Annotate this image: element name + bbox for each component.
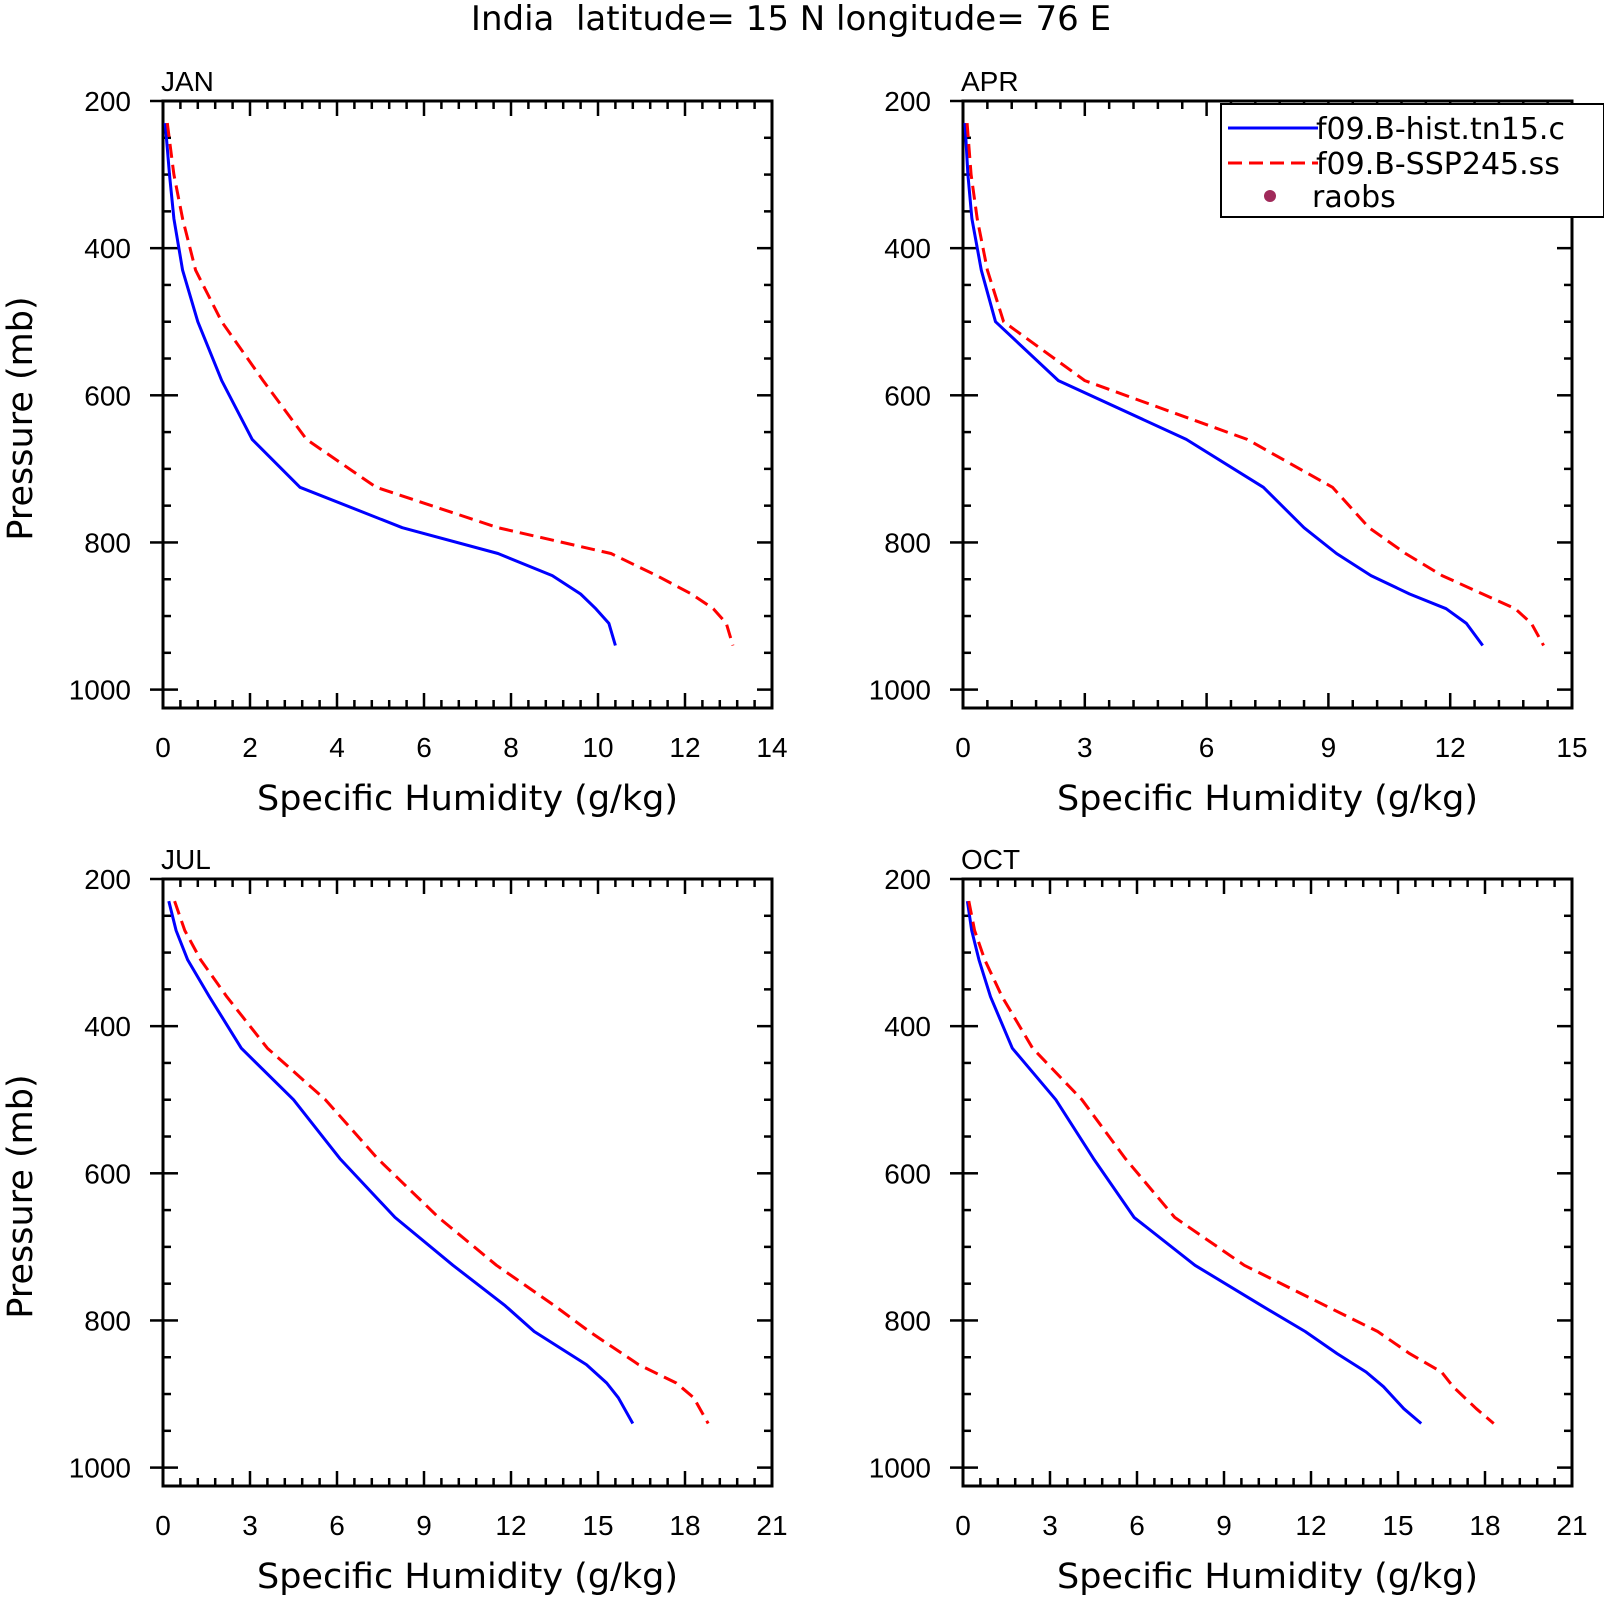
y-tick-label: 400 [84,1011,131,1042]
y-tick-label: 1000 [869,1453,931,1484]
x-tick-label: 6 [1129,1510,1145,1541]
legend-label-raobs: raobs [1312,180,1396,215]
x-tick-label: 6 [1199,732,1215,763]
x-axis-label: Specific Humidity (g/kg) [257,779,678,819]
series-line-ssp245 [967,900,1495,1425]
y-tick-label: 800 [884,1305,931,1336]
x-tick-label: 14 [756,732,787,763]
legend-box [1220,103,1604,218]
x-tick-label: 0 [955,1510,971,1541]
y-tick-label: 1000 [69,1453,131,1484]
y-tick-label: 600 [84,380,131,411]
y-tick-label: 200 [84,864,131,895]
x-tick-label: 9 [1321,732,1337,763]
y-tick-label: 200 [884,86,931,117]
x-tick-label: 21 [756,1510,787,1541]
chart-panel-jul: JUL 0 3 6 9 12 15 18 21 200 400 600 800 1000 Specific … [1,844,788,1597]
y-tick-label: 400 [884,233,931,264]
x-tick-label: 21 [1556,1510,1587,1541]
x-tick-label: 6 [329,1510,345,1541]
x-tick-label: 0 [155,732,171,763]
y-axis-label: Pressure (mb) [1,1074,41,1318]
x-axis-label: Specific Humidity (g/kg) [1057,1557,1478,1597]
y-tick-label: 600 [84,1158,131,1189]
plot-frame [161,877,774,1488]
x-tick-label: 4 [329,732,345,763]
x-tick-label: 15 [1556,732,1587,763]
figure-title: India latitude= 15 N longitude= 76 E [471,0,1111,39]
series-line-ssp245 [173,900,710,1425]
x-tick-label: 3 [242,1510,258,1541]
series-line-ssp245 [165,122,735,646]
x-tick-label: 18 [1469,1510,1500,1541]
x-tick-label: 15 [582,1510,613,1541]
series-line-hist [167,900,635,1425]
y-tick-label: 400 [884,1011,931,1042]
plot-frame [161,99,774,710]
panel-label-jul: JUL [161,844,211,875]
x-tick-label: 6 [416,732,432,763]
y-tick-label: 200 [84,86,131,117]
y-tick-label: 800 [84,1305,131,1336]
x-tick-label: 9 [416,1510,432,1541]
series-line-hist [163,122,617,646]
panel-label-oct: OCT [961,844,1020,875]
x-tick-label: 3 [1077,732,1093,763]
y-tick-label: 600 [884,1158,931,1189]
y-tick-label: 1000 [69,675,131,706]
y-tick-label: 800 [84,527,131,558]
x-tick-label: 12 [1295,1510,1326,1541]
x-tick-label: 3 [1042,1510,1058,1541]
x-tick-label: 18 [669,1510,700,1541]
y-tick-label: 400 [84,233,131,264]
chart-panel-jan: JAN 0 2 4 6 8 10 12 14 200 400 600 800 1000 Specific H… [1,66,788,819]
x-tick-label: 0 [955,732,971,763]
x-tick-label: 10 [582,732,613,763]
series-line-ssp245 [965,122,1545,647]
plot-frame [961,877,1574,1488]
x-tick-label: 9 [1216,1510,1232,1541]
x-tick-label: 12 [495,1510,526,1541]
x-tick-label: 0 [155,1510,171,1541]
x-tick-label: 2 [242,732,258,763]
y-axis-label: Pressure (mb) [1,296,41,540]
y-tick-label: 200 [884,864,931,895]
legend-label-hist: f09.B-hist.tn15.c [1316,112,1565,147]
x-tick-label: 8 [503,732,519,763]
x-axis-label: Specific Humidity (g/kg) [1057,779,1478,819]
y-tick-label: 1000 [869,675,931,706]
x-tick-label: 12 [669,732,700,763]
chart-panel-oct: OCT 0 3 6 9 12 15 18 21 200 400 600 800 1000 Specific … [869,844,1588,1597]
series-line-hist [965,900,1423,1425]
legend: f09.B-hist.tn15.c f09.B-SSP245.ss raobs [1220,103,1604,218]
plot-frame [961,99,1574,710]
legend-marker-raobs [1264,190,1276,202]
y-tick-label: 600 [884,380,931,411]
legend-label-ssp245: f09.B-SSP245.ss [1316,147,1560,182]
y-tick-label: 800 [884,527,931,558]
x-axis-label: Specific Humidity (g/kg) [257,1557,678,1597]
x-tick-label: 15 [1382,1510,1413,1541]
panel-label-jan: JAN [161,66,214,97]
series-line-hist [963,123,1484,647]
x-tick-label: 12 [1435,732,1466,763]
chart-panel-apr: APR 0 3 6 9 12 15 200 400 600 800 1000 Specific Humi… [869,66,1588,819]
panel-label-apr: APR [961,66,1019,97]
